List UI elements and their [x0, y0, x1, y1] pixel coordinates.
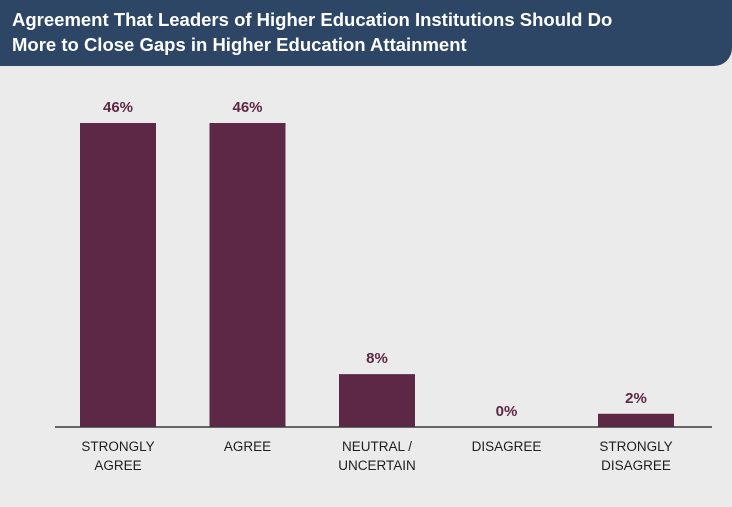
category-label-1-line-0: AGREE: [224, 439, 271, 454]
value-label-1: 46%: [232, 99, 262, 116]
category-label-4: STRONGLY DISAGREE: [599, 439, 672, 473]
value-label-2: 8%: [366, 350, 388, 367]
bar-1: [209, 123, 286, 427]
value-label-4: 2%: [625, 390, 647, 407]
chart-title: Agreement That Leaders of Higher Educati…: [12, 9, 613, 55]
value-label-3: 0%: [496, 403, 518, 420]
category-label-0: STRONGLY AGREE: [81, 439, 154, 473]
category-label-3-line-0: DISAGREE: [472, 439, 542, 454]
bar-4: [598, 413, 674, 427]
category-label-2-line-0: NEUTRAL /: [342, 439, 412, 454]
category-label-3: DISAGREE: [472, 439, 542, 454]
value-label-0: 46%: [103, 99, 133, 116]
category-label-0-line-0: STRONGLY: [81, 439, 154, 454]
category-label-0-line-1: AGREE: [94, 458, 141, 473]
category-label-2-line-1: UNCERTAIN: [338, 458, 416, 473]
category-label-1: AGREE: [224, 439, 271, 454]
bar-0: [80, 123, 156, 427]
category-label-4-line-0: STRONGLY: [599, 439, 672, 454]
chart-header: Agreement That Leaders of Higher Educati…: [0, 0, 732, 66]
category-label-2: NEUTRAL / UNCERTAIN: [338, 439, 416, 473]
category-label-4-line-1: DISAGREE: [601, 458, 671, 473]
bar-2: [339, 374, 415, 427]
